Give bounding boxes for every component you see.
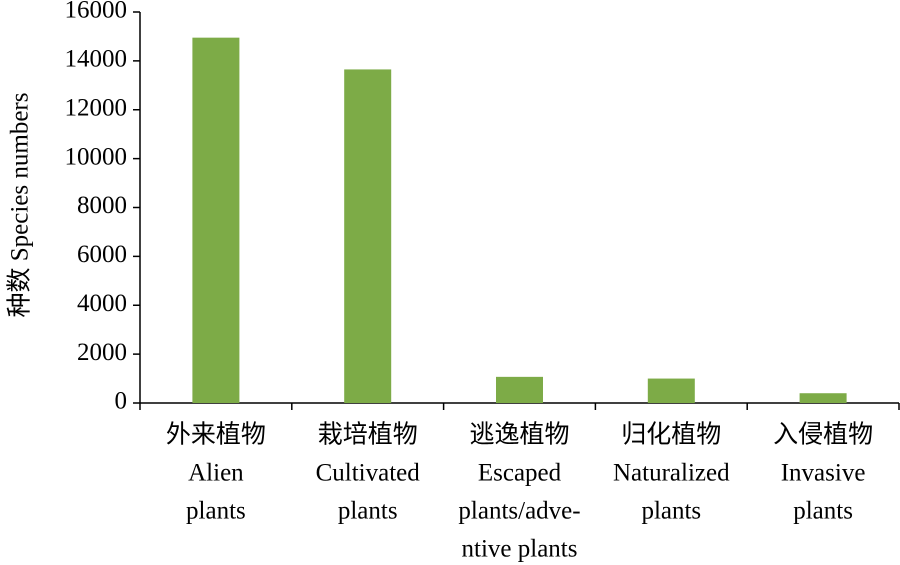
bar: [799, 393, 847, 403]
y-tick-label: 10000: [65, 143, 128, 170]
bar: [647, 378, 695, 403]
y-tick-label: 12000: [65, 94, 128, 121]
y-tick-label: 4000: [77, 290, 127, 317]
x-tick-label: plants: [338, 498, 398, 525]
y-tick-label: 8000: [77, 192, 127, 219]
x-tick-label: plants: [186, 498, 246, 525]
x-tick-label: 栽培植物: [318, 421, 418, 449]
y-tick-label: 14000: [65, 46, 128, 73]
y-tick-label: 6000: [77, 241, 127, 268]
x-tick-label: Escaped: [478, 460, 562, 487]
x-tick-label: plants: [793, 498, 853, 525]
x-tick-label: Naturalized: [613, 460, 730, 487]
x-tick-label: Cultivated: [316, 460, 421, 487]
x-tick-label: 逃逸植物: [469, 421, 569, 449]
y-tick-label: 16000: [65, 0, 128, 24]
x-tick-label: 外来植物: [166, 421, 266, 449]
x-tick-label: Invasive: [781, 460, 866, 487]
y-tick-label: 0: [115, 388, 128, 415]
y-tick-label: 2000: [77, 339, 127, 366]
bar: [192, 37, 240, 404]
x-tick-label: ntive plants: [462, 536, 578, 563]
x-tick-label: Alien: [188, 460, 244, 487]
y-axis-label: 种数 Species numbers: [6, 93, 34, 318]
bar: [496, 376, 543, 403]
x-tick-label: plants/adve-: [458, 498, 580, 525]
bar: [344, 69, 392, 403]
x-tick-label: 归化植物: [621, 421, 721, 449]
x-tick-label: plants: [641, 498, 701, 525]
x-tick-label: 入侵植物: [773, 421, 873, 449]
